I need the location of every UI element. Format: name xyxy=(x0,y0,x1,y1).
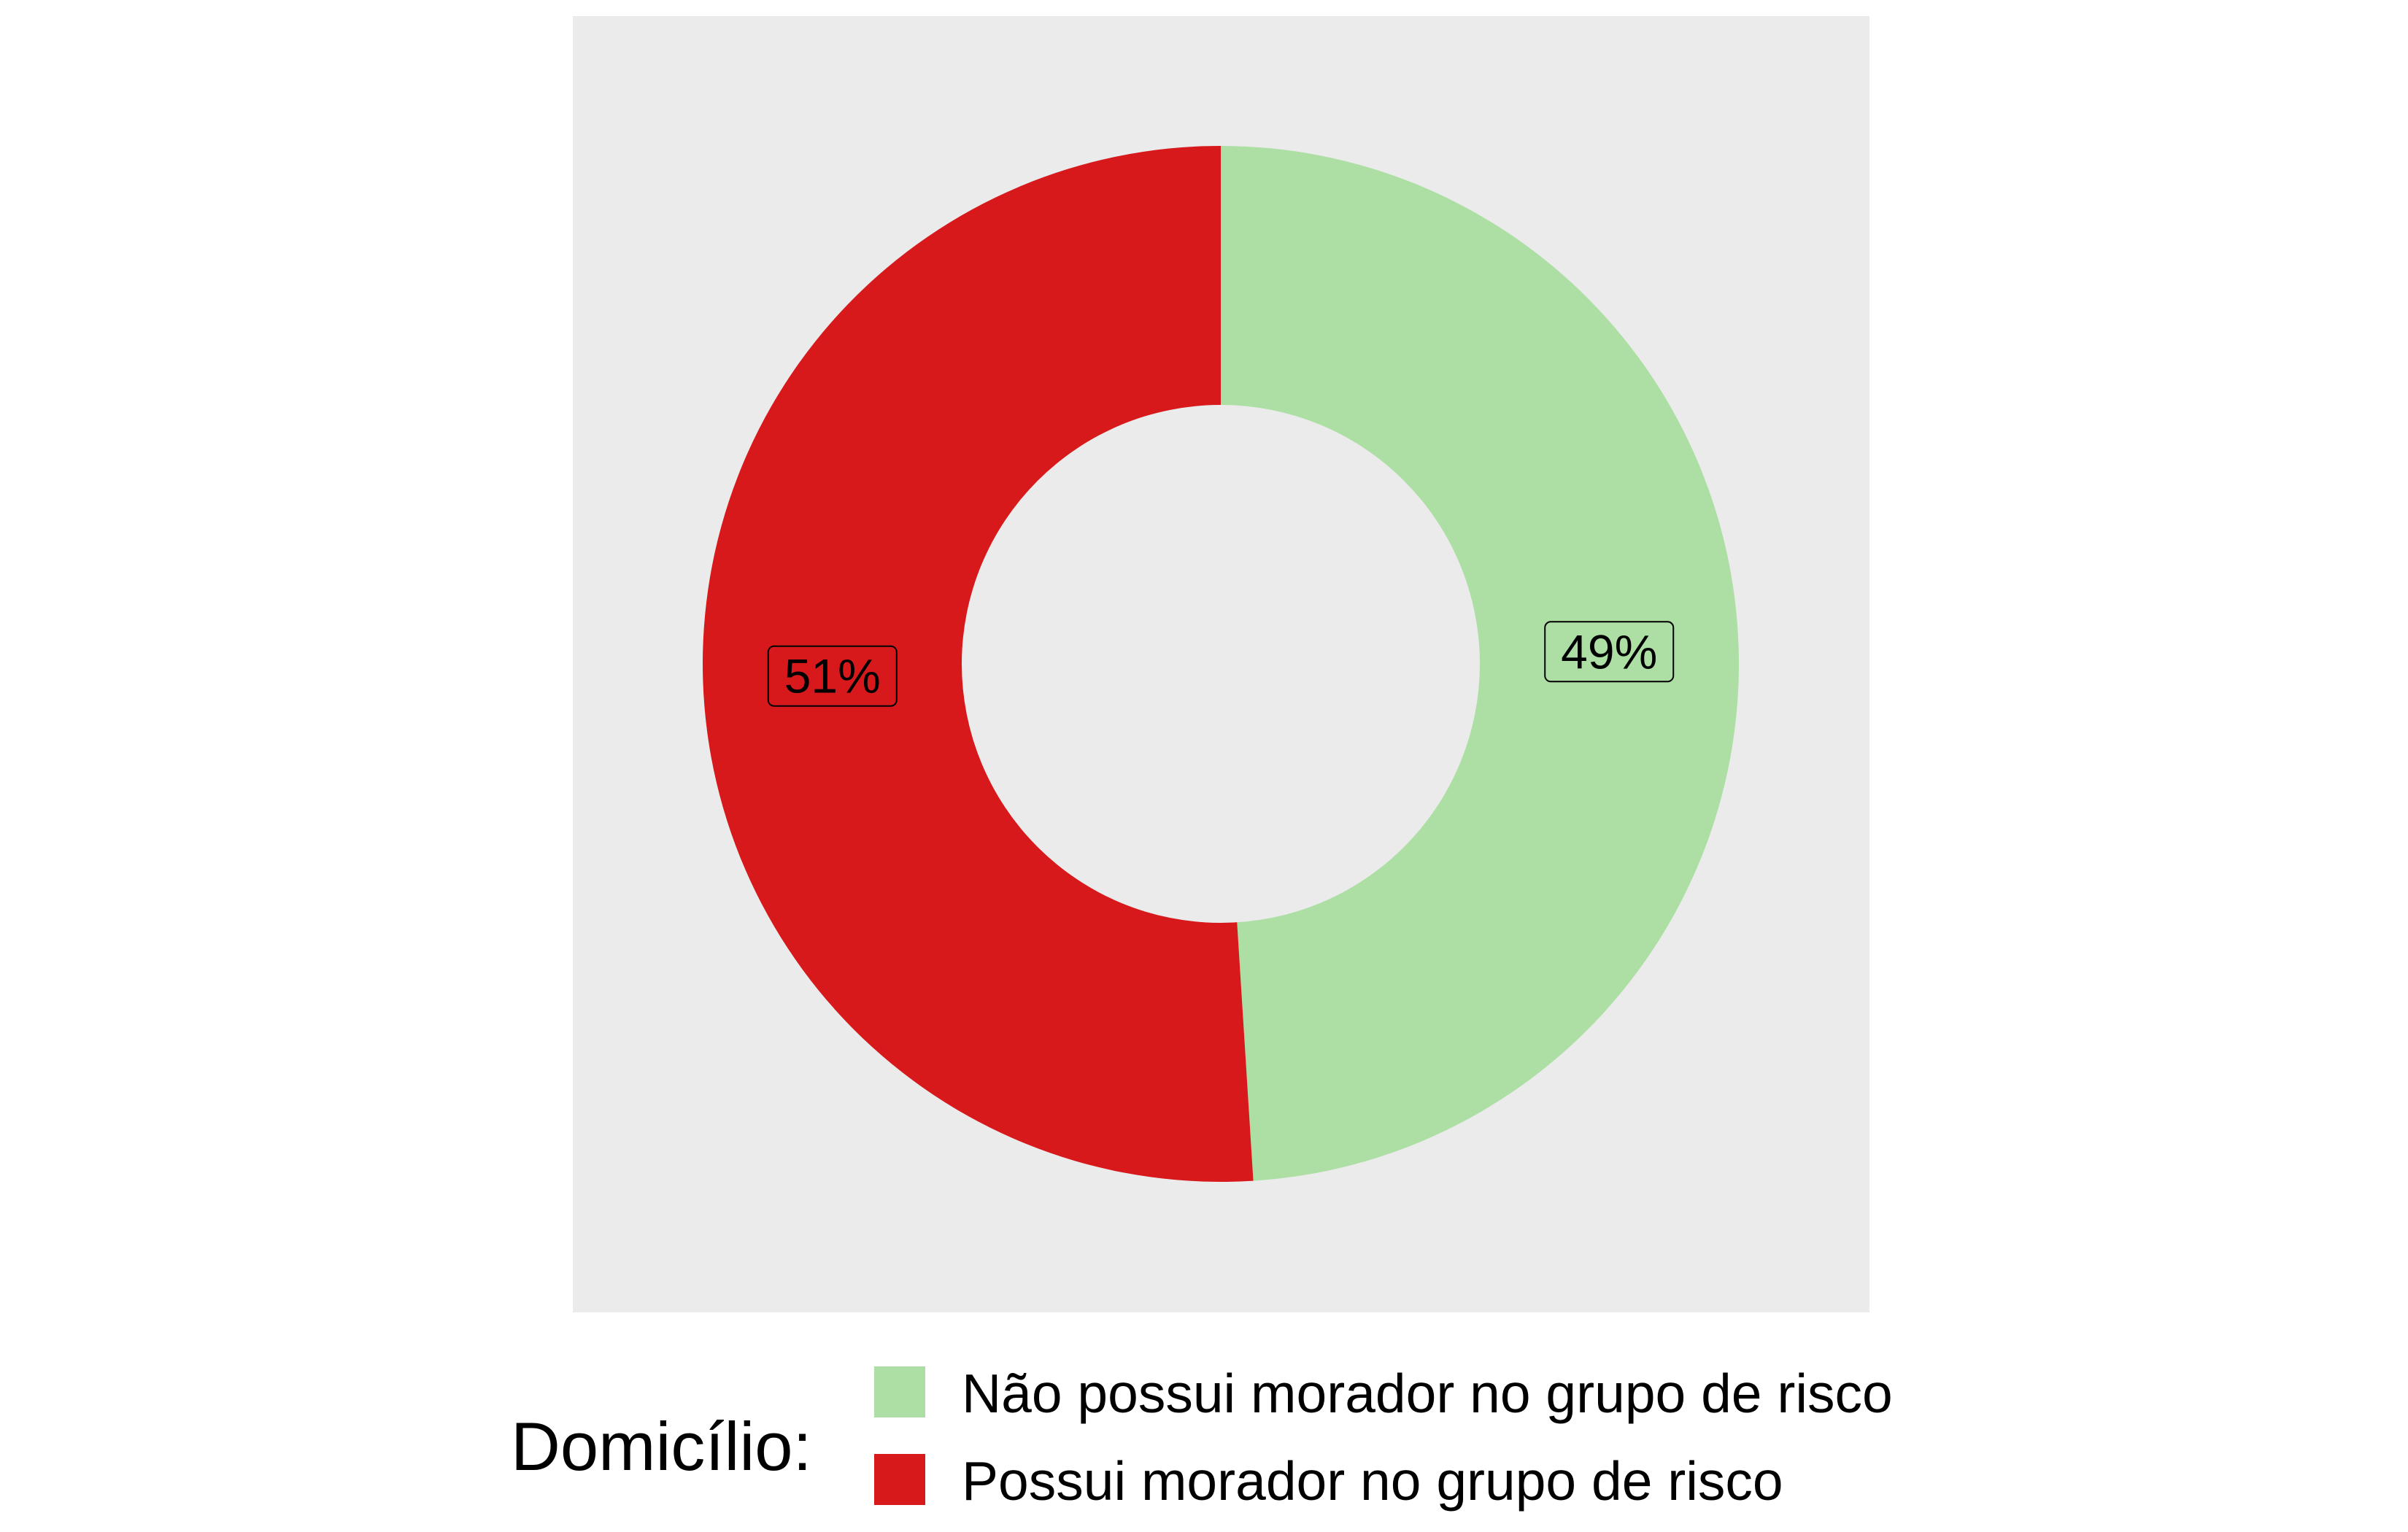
legend-entry-label: Possui morador no grupo de risco xyxy=(962,1450,1783,1512)
slice-labels: 49% 51% xyxy=(767,621,1675,707)
legend: Domicílio: Não possui morador no grupo d… xyxy=(511,1363,1893,1512)
slice-label-possui-morador-no-grupo-de-risco: 51% xyxy=(767,645,898,707)
slice-label-text: 51% xyxy=(784,649,881,703)
slice-label-text: 49% xyxy=(1561,624,1657,678)
legend-entries: Não possui morador no grupo de risco Poss… xyxy=(874,1363,1893,1512)
slice-label-box xyxy=(1544,621,1675,683)
legend-entry-nao-possui-morador-no-grupo-de-risco: Não possui morador no grupo de risco xyxy=(874,1363,1893,1424)
legend-entry-label: Não possui morador no grupo de risco xyxy=(962,1363,1893,1424)
legend-entry-possui-morador-no-grupo-de-risco: Possui morador no grupo de risco xyxy=(874,1450,1783,1512)
legend-key xyxy=(874,1366,925,1417)
slice-label-box xyxy=(767,645,898,707)
slice-label-nao-possui-morador-no-grupo-de-risco: 49% xyxy=(1544,621,1675,683)
donut-hole xyxy=(962,405,1480,923)
legend-key xyxy=(874,1454,925,1505)
legend-title: Domicílio: xyxy=(511,1408,812,1485)
